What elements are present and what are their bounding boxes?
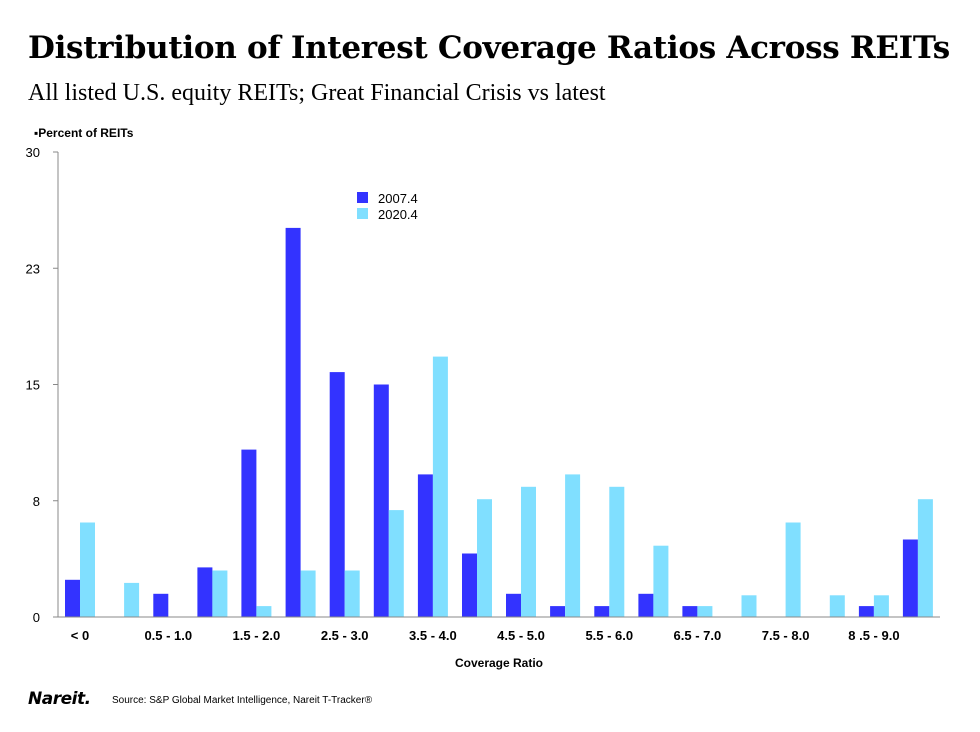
- legend-label-2007: 2007.4: [378, 191, 418, 206]
- x-tick-label: 2.5 - 3.0: [321, 628, 369, 643]
- bar-2007-4-12: [594, 606, 610, 617]
- legend-swatch-2020: [357, 208, 368, 219]
- bar-chart: ▪Percent of REITs 0 8 15 23 30 < 0 0.5 - 1.0 1.…: [26, 126, 940, 670]
- bar-2007-4-9: [462, 553, 477, 617]
- x-tick-label: 3.5 - 4.0: [409, 628, 457, 643]
- x-tick-label: < 0: [71, 628, 89, 643]
- bar-2020-4-12: [609, 486, 625, 617]
- bar-2020-4-16: [785, 522, 801, 617]
- y-axis-label: ▪Percent of REITs: [34, 126, 134, 140]
- bar-2020-4-19: [917, 499, 933, 617]
- x-axis-label: Coverage Ratio: [455, 656, 543, 670]
- bar-2020-4-18: [873, 595, 889, 617]
- chart-title: Distribution of Interest Coverage Ratios…: [28, 30, 950, 66]
- bar-2020-4-1: [124, 582, 140, 617]
- bar-2020-4-5: [300, 570, 316, 617]
- legend: 2007.4 2020.4: [357, 191, 418, 222]
- bar-2007-4-3: [197, 567, 213, 617]
- bar-2020-4-8: [432, 356, 448, 617]
- bar-2020-4-3: [212, 570, 228, 617]
- bar-2007-4-13: [638, 593, 654, 618]
- y-tick-label: 8: [33, 494, 40, 509]
- bar-2020-4-13: [653, 545, 669, 617]
- bar-2007-4-8: [417, 474, 433, 617]
- bar-2020-4-17: [829, 595, 845, 617]
- x-tick-label: 8 .5 - 9.0: [848, 628, 899, 643]
- x-tick-label: 6.5 - 7.0: [674, 628, 722, 643]
- x-tick-label: 1.5 - 2.0: [233, 628, 281, 643]
- bar-2007-4-11: [550, 606, 566, 617]
- bar-2007-4-10: [506, 593, 521, 618]
- bar-2020-4-9: [477, 499, 492, 617]
- nareit-logo: Nareit.: [28, 689, 91, 709]
- bar-2020-4-7: [388, 510, 404, 617]
- bar-2020-4-4: [256, 606, 272, 617]
- bar-2007-4-0: [65, 579, 80, 617]
- bar-2007-4-19: [902, 539, 918, 617]
- bar-2007-4-2: [153, 593, 169, 618]
- bar-2020-4-6: [344, 570, 360, 617]
- x-tick-label: 0.5 - 1.0: [144, 628, 192, 643]
- bar-2020-4-10: [521, 486, 536, 617]
- source-note: Source: S&P Global Market Intelligence, …: [112, 695, 373, 706]
- y-tick-label: 30: [26, 145, 40, 160]
- bar-2007-4-7: [373, 384, 389, 617]
- bar-2007-4-6: [329, 372, 345, 617]
- bar-2007-4-14: [682, 606, 698, 617]
- bar-2020-4-0: [80, 522, 95, 617]
- y-tick-label: 15: [26, 378, 40, 393]
- x-tick-label: 7.5 - 8.0: [762, 628, 810, 643]
- bar-2007-4-5: [285, 227, 301, 617]
- chart-subtitle: All listed U.S. equity REITs; Great Fina…: [28, 80, 606, 106]
- x-tick-label: 5.5 - 6.0: [585, 628, 633, 643]
- y-tick-label: 0: [33, 610, 40, 625]
- bar-2007-4-18: [858, 606, 874, 617]
- bar-2020-4-11: [565, 474, 581, 617]
- y-tick-label: 23: [26, 261, 40, 276]
- bar-2020-4-14: [697, 606, 713, 617]
- bar-2020-4-15: [741, 595, 757, 617]
- bar-2007-4-4: [241, 449, 257, 617]
- legend-label-2020: 2020.4: [378, 207, 418, 222]
- legend-swatch-2007: [357, 192, 368, 203]
- x-tick-label: 4.5 - 5.0: [497, 628, 545, 643]
